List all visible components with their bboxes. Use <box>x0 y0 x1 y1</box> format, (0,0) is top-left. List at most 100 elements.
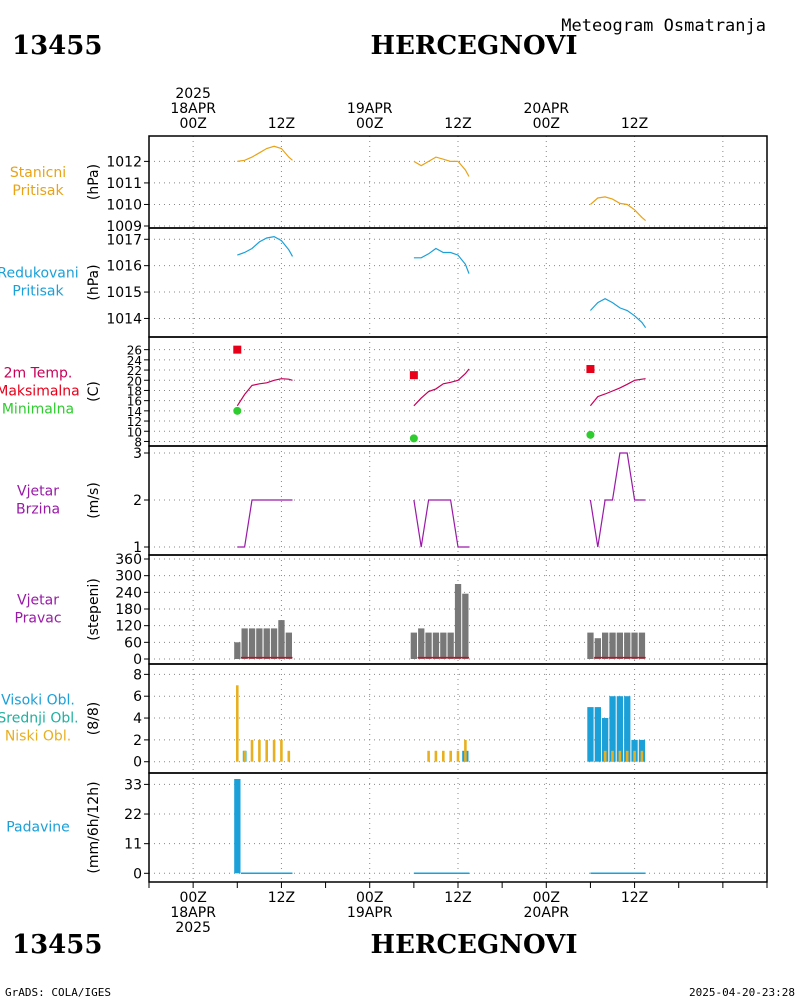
redukovani-line-0 <box>237 235 294 257</box>
y-tick-label: 120 <box>115 619 142 635</box>
variable-label: Padavine <box>6 820 70 836</box>
clouds-bar-2-13 <box>464 739 467 762</box>
clouds-bar-2-15 <box>611 750 614 762</box>
variable-label: Niski Obl. <box>5 729 71 745</box>
y-tick-label: 1012 <box>106 154 142 170</box>
chart-subtitle: Meteogram Osmatranja <box>561 16 766 36</box>
y-tick-label: 10 <box>127 425 142 439</box>
station-id-bottom: 13455 <box>12 930 102 960</box>
station-name-bottom: HERCEGNOVI <box>371 930 578 960</box>
y-tick-label: 11 <box>124 837 142 853</box>
y-tick-label: 8 <box>133 667 142 683</box>
plot-area: 1009101010111012(hPa)StanicniPritisak101… <box>0 86 768 936</box>
clouds-bar-2-0 <box>236 685 239 762</box>
variable-label: Visoki Obl. <box>1 693 75 709</box>
time-label-top: 12Z <box>268 116 295 132</box>
stanicni-line-1 <box>413 156 470 177</box>
clouds-bar-2-9 <box>434 750 438 762</box>
wind_dir-bar-0-12 <box>440 632 447 659</box>
wind_dir-bar-0-13 <box>447 632 454 659</box>
unit-label: (m/s) <box>86 482 102 519</box>
time-label-top: 20APR <box>524 101 570 117</box>
wind_dir-bar-0-1 <box>241 628 248 659</box>
y-tick-label: 33 <box>124 777 142 793</box>
temp-line-1 <box>413 368 470 407</box>
clouds-bar-2-12 <box>456 750 460 762</box>
time-label-bottom: 2025 <box>175 920 211 936</box>
wind_dir-bar-0-18 <box>602 632 609 659</box>
panel-wind_speed: 1 2 3 (m/s) Vjetar Brzina <box>16 445 768 556</box>
y-tick-label: 1014 <box>106 311 142 327</box>
unit-label: (stepeni) <box>86 578 102 641</box>
variable-label: Srednji Obl. <box>0 711 79 727</box>
wind_dir-bar-0-5 <box>270 628 278 659</box>
y-tick-label: 1015 <box>106 285 142 301</box>
wind_dir-bar-0-22 <box>631 632 638 659</box>
clouds-bar-2-7 <box>287 750 291 762</box>
clouds-bar-2-6 <box>280 739 283 762</box>
time-label-top: 00Z <box>533 116 560 132</box>
y-tick-label: 1017 <box>106 232 142 248</box>
panel-redukovani: 1014 1015 1016 1017(hPa) Redukovani Pritisak <box>0 227 768 338</box>
footer-credit: GrADS: COLA/IGES <box>5 986 111 999</box>
panel-frame <box>148 772 768 883</box>
wind_dir-bar-0-17 <box>594 638 601 659</box>
wind_dir-bar-0-23 <box>638 632 646 659</box>
tmin-marker-2 <box>586 430 595 439</box>
y-tick-label: 1016 <box>106 259 142 275</box>
wind_speed-line-2 <box>589 452 646 548</box>
time-label-bottom: 19APR <box>347 905 393 921</box>
time-label-bottom: 12Z <box>621 890 648 906</box>
time-label-bottom: 18APR <box>170 905 216 921</box>
clouds-bar-2-2 <box>250 739 254 762</box>
time-label-bottom: 12Z <box>268 890 295 906</box>
wind_dir-bar-0-7 <box>285 632 292 659</box>
time-label-top: 00Z <box>356 116 383 132</box>
y-tick-label: 60 <box>124 635 142 651</box>
wind_dir-bar-0-4 <box>263 628 270 659</box>
footer-timestamp: 2025-04-20-23:28 <box>689 986 795 999</box>
y-tick-label: 18 <box>127 384 142 398</box>
unit-label: (mm/6h/12h) <box>86 781 102 873</box>
y-tick-label: 180 <box>115 602 142 618</box>
variable-label: Stanicni <box>10 165 66 181</box>
y-tick-label: 0 <box>133 652 142 668</box>
tmin-marker-1 <box>409 434 418 443</box>
y-tick-label: 26 <box>127 344 142 358</box>
wind_dir-bar-0-3 <box>256 628 263 659</box>
tmax-marker-1 <box>409 371 418 380</box>
clouds-bar-2-14 <box>603 750 607 762</box>
temp-line-2 <box>589 378 646 407</box>
panel-frame <box>148 227 768 338</box>
clouds-bar-2-18 <box>633 750 636 762</box>
tmax-marker-2 <box>586 365 595 374</box>
variable-label: Minimalna <box>2 402 74 418</box>
clouds-bar-2-10 <box>442 750 445 762</box>
wind_dir-bar-0-21 <box>624 632 631 659</box>
wind_speed-line-0 <box>237 499 293 548</box>
wind_dir-bar-0-9 <box>418 628 425 659</box>
clouds-bar-0-0 <box>587 707 594 762</box>
time-label-top: 00Z <box>179 116 206 132</box>
wind_dir-bar-0-8 <box>410 632 417 659</box>
time-label-top: 12Z <box>621 116 648 132</box>
variable-label: Maksimalna <box>0 384 80 400</box>
y-tick-label: 8 <box>134 435 142 449</box>
y-tick-label: 360 <box>115 552 142 568</box>
time-label-bottom: 00Z <box>179 890 206 906</box>
unit-label: (8/8) <box>86 702 102 735</box>
clouds-bar-2-1 <box>243 750 246 762</box>
clouds-bar-2-5 <box>272 739 276 762</box>
stanicni-line-2 <box>590 196 646 222</box>
clouds-bar-2-19 <box>640 750 644 762</box>
unit-label: (C) <box>86 381 102 402</box>
variable-label: Vjetar <box>17 484 59 500</box>
clouds-bar-0-2 <box>602 718 609 762</box>
y-tick-label: 20 <box>127 374 142 388</box>
time-label-top: 19APR <box>347 101 393 117</box>
variable-label: Redukovani <box>0 266 79 282</box>
variable-label: Brzina <box>16 502 60 518</box>
clouds-bar-2-16 <box>618 750 622 762</box>
